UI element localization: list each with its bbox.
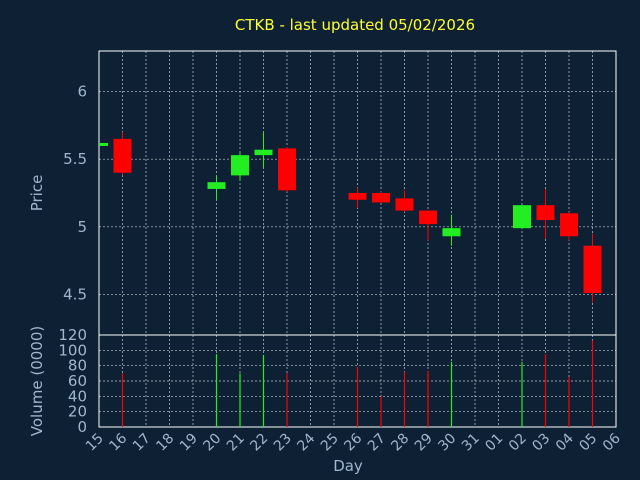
- chart-title: CTKB - last updated 05/02/2026: [235, 16, 475, 34]
- x-tick-label: 18: [153, 431, 177, 455]
- price-panel: 4.5 5 5.5 6 Price: [28, 50, 617, 336]
- volume-bars: [121, 340, 594, 427]
- price-y-ticks: 4.5 5 5.5 6: [63, 83, 87, 304]
- x-tick-label: 28: [388, 431, 412, 455]
- candle-body: [207, 182, 226, 189]
- candle-body: [583, 245, 602, 294]
- volume-y-tick-label: 80: [68, 357, 87, 375]
- candle-body: [99, 142, 108, 146]
- volume-y-tick-label: 40: [68, 387, 87, 405]
- x-tick-label: 30: [435, 431, 459, 455]
- volume-y-tick-label: 0: [77, 418, 87, 436]
- x-tick-label: 25: [318, 431, 342, 455]
- volume-y-tick-label: 60: [68, 372, 87, 390]
- price-y-tick-label: 4.5: [63, 285, 87, 303]
- candle-body: [231, 155, 249, 176]
- x-tick-label: 24: [294, 430, 318, 454]
- candle-body: [419, 210, 437, 225]
- x-tick-label: 02: [506, 431, 530, 455]
- volume-y-tick-label: 20: [68, 403, 87, 421]
- x-axis-ticks: 15 16 17 18 19 20 21 22 23 24 25 26 27 28 29 30 31 01 02 03…: [83, 430, 624, 454]
- x-tick-label: 29: [412, 431, 436, 455]
- price-y-tick-label: 5: [77, 218, 87, 236]
- x-tick-label: 31: [459, 431, 483, 455]
- x-tick-label: 04: [553, 430, 577, 454]
- x-tick-label: 17: [130, 431, 154, 455]
- volume-axis-label: Volume (0000): [28, 326, 46, 436]
- candle-body: [348, 193, 367, 200]
- candles: [99, 132, 602, 303]
- candle-body: [395, 198, 414, 211]
- candle-body: [442, 228, 461, 237]
- candle-body: [372, 193, 390, 203]
- volume-y-tick-label: 120: [58, 326, 87, 344]
- price-y-tick-label: 6: [77, 83, 87, 101]
- price-y-tick-label: 5.5: [63, 150, 87, 168]
- x-tick-label: 16: [106, 430, 130, 454]
- candle-body: [560, 213, 578, 237]
- x-tick-label: 20: [200, 431, 224, 455]
- candle-body: [254, 149, 273, 156]
- x-tick-label: 05: [576, 431, 600, 455]
- candle-body: [113, 138, 132, 173]
- candle-body: [513, 205, 531, 229]
- x-tick-label: 22: [247, 431, 271, 455]
- x-tick-label: 26: [341, 430, 365, 454]
- x-tick-label: 23: [271, 431, 295, 455]
- x-tick-label: 27: [365, 431, 389, 455]
- candle-body: [536, 205, 555, 221]
- volume-y-tick-label: 100: [58, 341, 87, 359]
- x-tick-label: 01: [482, 431, 506, 455]
- price-axis-label: Price: [28, 175, 46, 212]
- x-tick-label: 21: [224, 431, 248, 455]
- x-axis-label: Day: [333, 457, 363, 475]
- x-tick-label: 06: [600, 430, 624, 454]
- x-tick-label: 03: [529, 431, 553, 455]
- x-tick-label: 19: [177, 431, 201, 455]
- candle-body: [278, 148, 296, 191]
